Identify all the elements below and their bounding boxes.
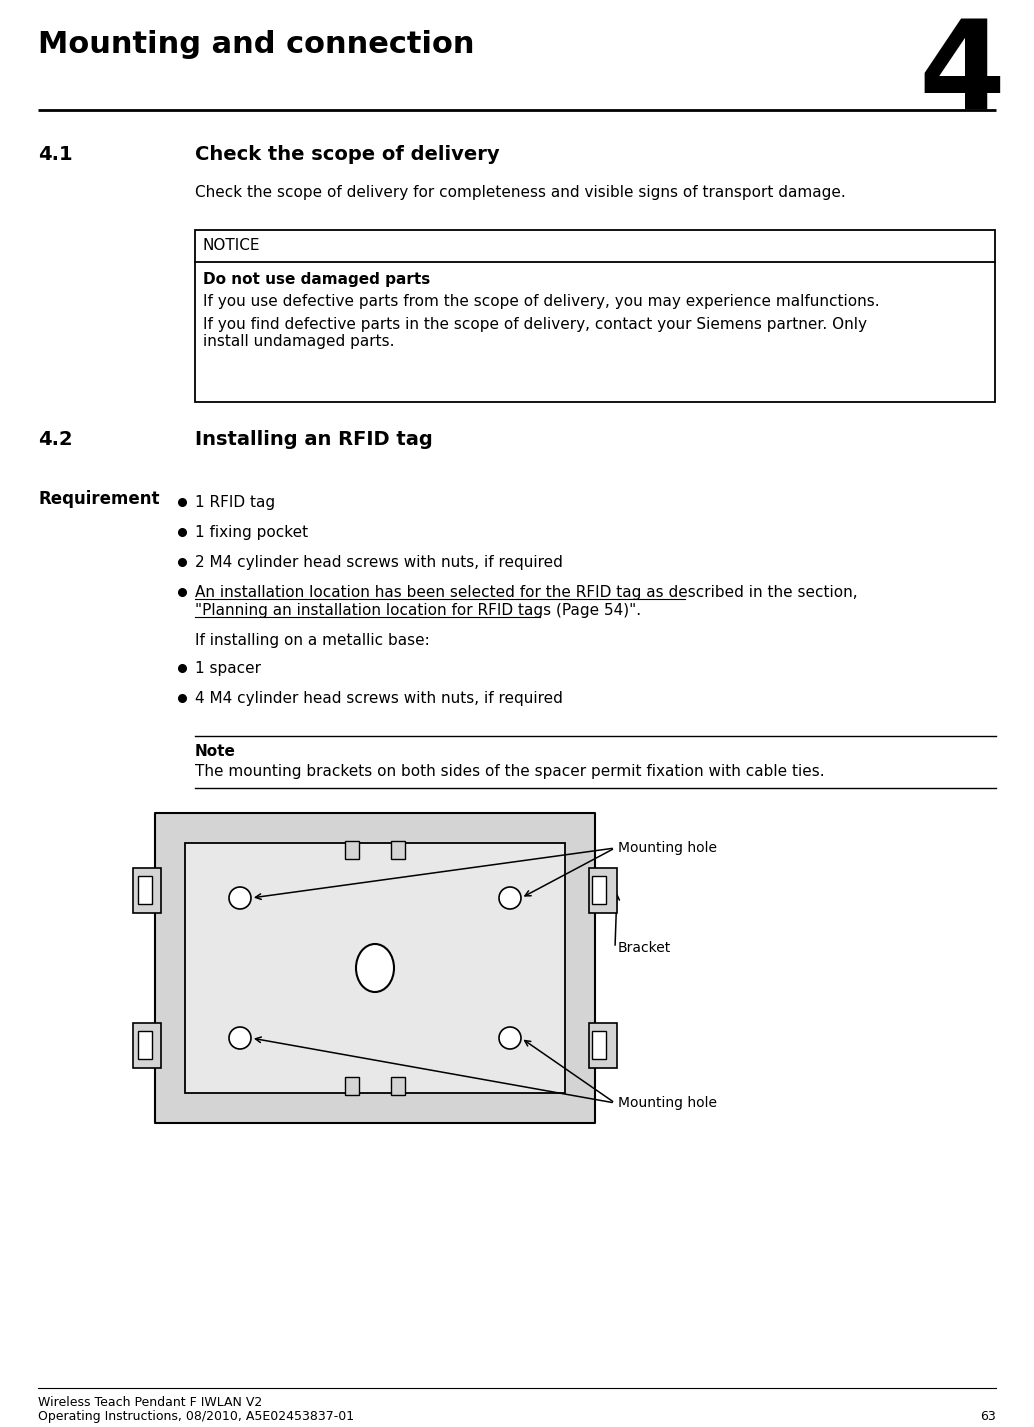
Bar — [345, 841, 359, 859]
Text: Bracket: Bracket — [618, 940, 671, 955]
Text: The mounting brackets on both sides of the spacer permit fixation with cable tie: The mounting brackets on both sides of t… — [195, 763, 825, 779]
Text: NOTICE: NOTICE — [203, 238, 261, 253]
Text: 4.1: 4.1 — [38, 146, 72, 164]
Ellipse shape — [356, 945, 394, 992]
Circle shape — [499, 1027, 521, 1049]
Text: 1 spacer: 1 spacer — [195, 661, 261, 676]
Text: Mounting hole: Mounting hole — [618, 1096, 717, 1110]
Bar — [195, 230, 995, 402]
Text: 4.2: 4.2 — [38, 430, 72, 450]
Bar — [589, 868, 617, 913]
Text: Mounting and connection: Mounting and connection — [38, 30, 475, 59]
Text: Wireless Teach Pendant F IWLAN V2: Wireless Teach Pendant F IWLAN V2 — [38, 1396, 263, 1408]
Text: Mounting hole: Mounting hole — [618, 841, 717, 855]
Bar — [133, 868, 161, 913]
Text: 4: 4 — [918, 16, 1005, 136]
Bar — [155, 813, 595, 1123]
Circle shape — [229, 888, 251, 909]
Circle shape — [229, 1027, 251, 1049]
Text: Operating Instructions, 08/2010, A5E02453837-01: Operating Instructions, 08/2010, A5E0245… — [38, 1410, 354, 1423]
Text: Do not use damaged parts: Do not use damaged parts — [203, 273, 430, 287]
Bar — [345, 1077, 359, 1095]
Bar — [592, 1030, 606, 1059]
Text: Check the scope of delivery for completeness and visible signs of transport dama: Check the scope of delivery for complete… — [195, 186, 846, 200]
Text: 2 M4 cylinder head screws with nuts, if required: 2 M4 cylinder head screws with nuts, if … — [195, 555, 562, 569]
Bar — [185, 843, 565, 1093]
Text: Requirement: Requirement — [38, 489, 159, 508]
Bar — [589, 1023, 617, 1067]
Text: "Planning an installation location for RFID tags (Page 54)".: "Planning an installation location for R… — [195, 604, 641, 618]
Bar — [133, 1023, 161, 1067]
Bar — [391, 1077, 405, 1095]
Text: If installing on a metallic base:: If installing on a metallic base: — [195, 634, 430, 648]
Text: 1 fixing pocket: 1 fixing pocket — [195, 525, 308, 539]
Bar — [391, 841, 405, 859]
Text: Check the scope of delivery: Check the scope of delivery — [195, 146, 499, 164]
Text: 63: 63 — [980, 1410, 996, 1423]
Text: An installation location has been selected for the RFID tag as described in the : An installation location has been select… — [195, 585, 857, 599]
Bar — [592, 876, 606, 903]
Bar — [138, 876, 152, 903]
Text: Installing an RFID tag: Installing an RFID tag — [195, 430, 433, 450]
Text: Note: Note — [195, 743, 236, 759]
Text: 4 M4 cylinder head screws with nuts, if required: 4 M4 cylinder head screws with nuts, if … — [195, 691, 562, 706]
Bar — [138, 1030, 152, 1059]
Circle shape — [499, 888, 521, 909]
Text: If you use defective parts from the scope of delivery, you may experience malfun: If you use defective parts from the scop… — [203, 294, 880, 310]
Text: 1 RFID tag: 1 RFID tag — [195, 495, 275, 509]
Text: If you find defective parts in the scope of delivery, contact your Siemens partn: If you find defective parts in the scope… — [203, 317, 866, 350]
